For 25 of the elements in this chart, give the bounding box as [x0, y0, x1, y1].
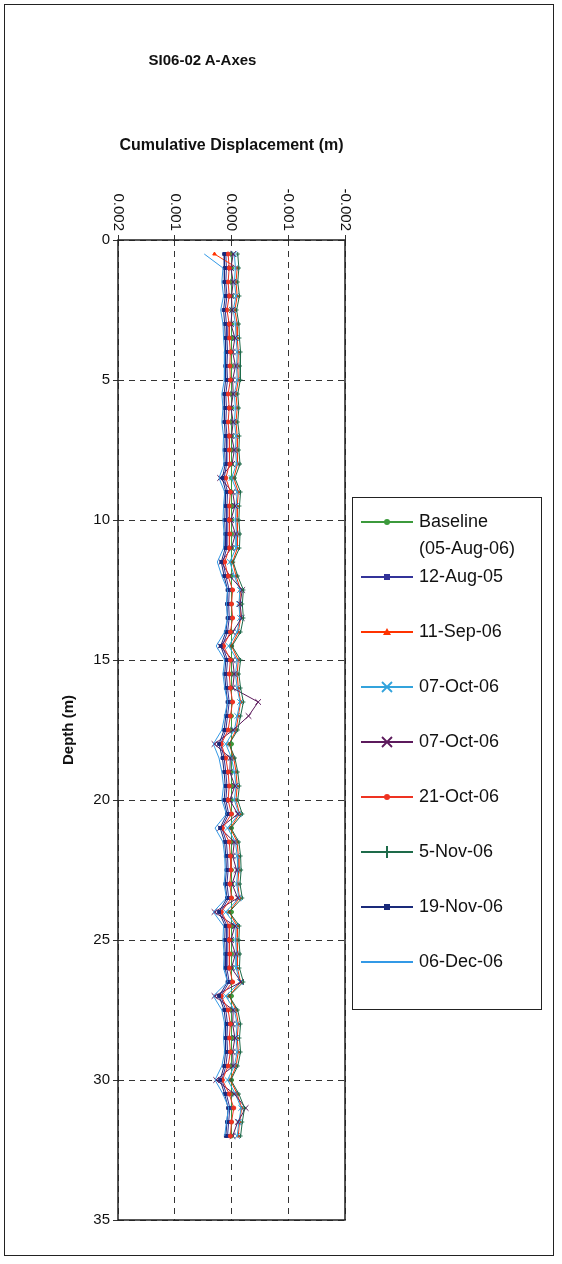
- legend-label: 21-Oct-06: [419, 785, 500, 808]
- legend-label: 07-Oct-06: [419, 675, 500, 698]
- legend-label: 11-Sep-06: [419, 620, 502, 643]
- y-tick-label: 20: [93, 790, 110, 808]
- legend-label: 19-Nov-06: [419, 895, 504, 918]
- x-tick-label: 0.002: [110, 193, 128, 231]
- legend-label: Baseline (05-Aug-06): [419, 510, 516, 560]
- legend-label: 12-Aug-05: [419, 565, 504, 588]
- x-tick-label: 0.000: [224, 193, 242, 231]
- y-tick-label: 5: [101, 370, 110, 388]
- legend-label: 5-Nov-06: [419, 840, 494, 863]
- x-tick-label: -0.001: [281, 188, 299, 231]
- x-tick-label: 0.001: [167, 193, 185, 231]
- chart-title: SI06-02 A-Axes: [148, 51, 257, 69]
- y-axis-title: Depth (m): [59, 695, 77, 765]
- y-tick-label: 15: [93, 650, 110, 668]
- x-axis-title: Cumulative Displacement (m): [119, 136, 344, 154]
- legend-label: 06-Dec-06: [419, 950, 504, 973]
- y-tick-label: 0: [101, 230, 110, 248]
- x-tick-label: -0.002: [337, 188, 355, 231]
- y-tick-label: 25: [93, 930, 110, 948]
- y-tick-label: 30: [93, 1070, 110, 1088]
- legend-label: 07-Oct-06: [419, 730, 500, 753]
- y-tick-label: 35: [93, 1210, 110, 1228]
- y-tick-label: 10: [93, 510, 110, 528]
